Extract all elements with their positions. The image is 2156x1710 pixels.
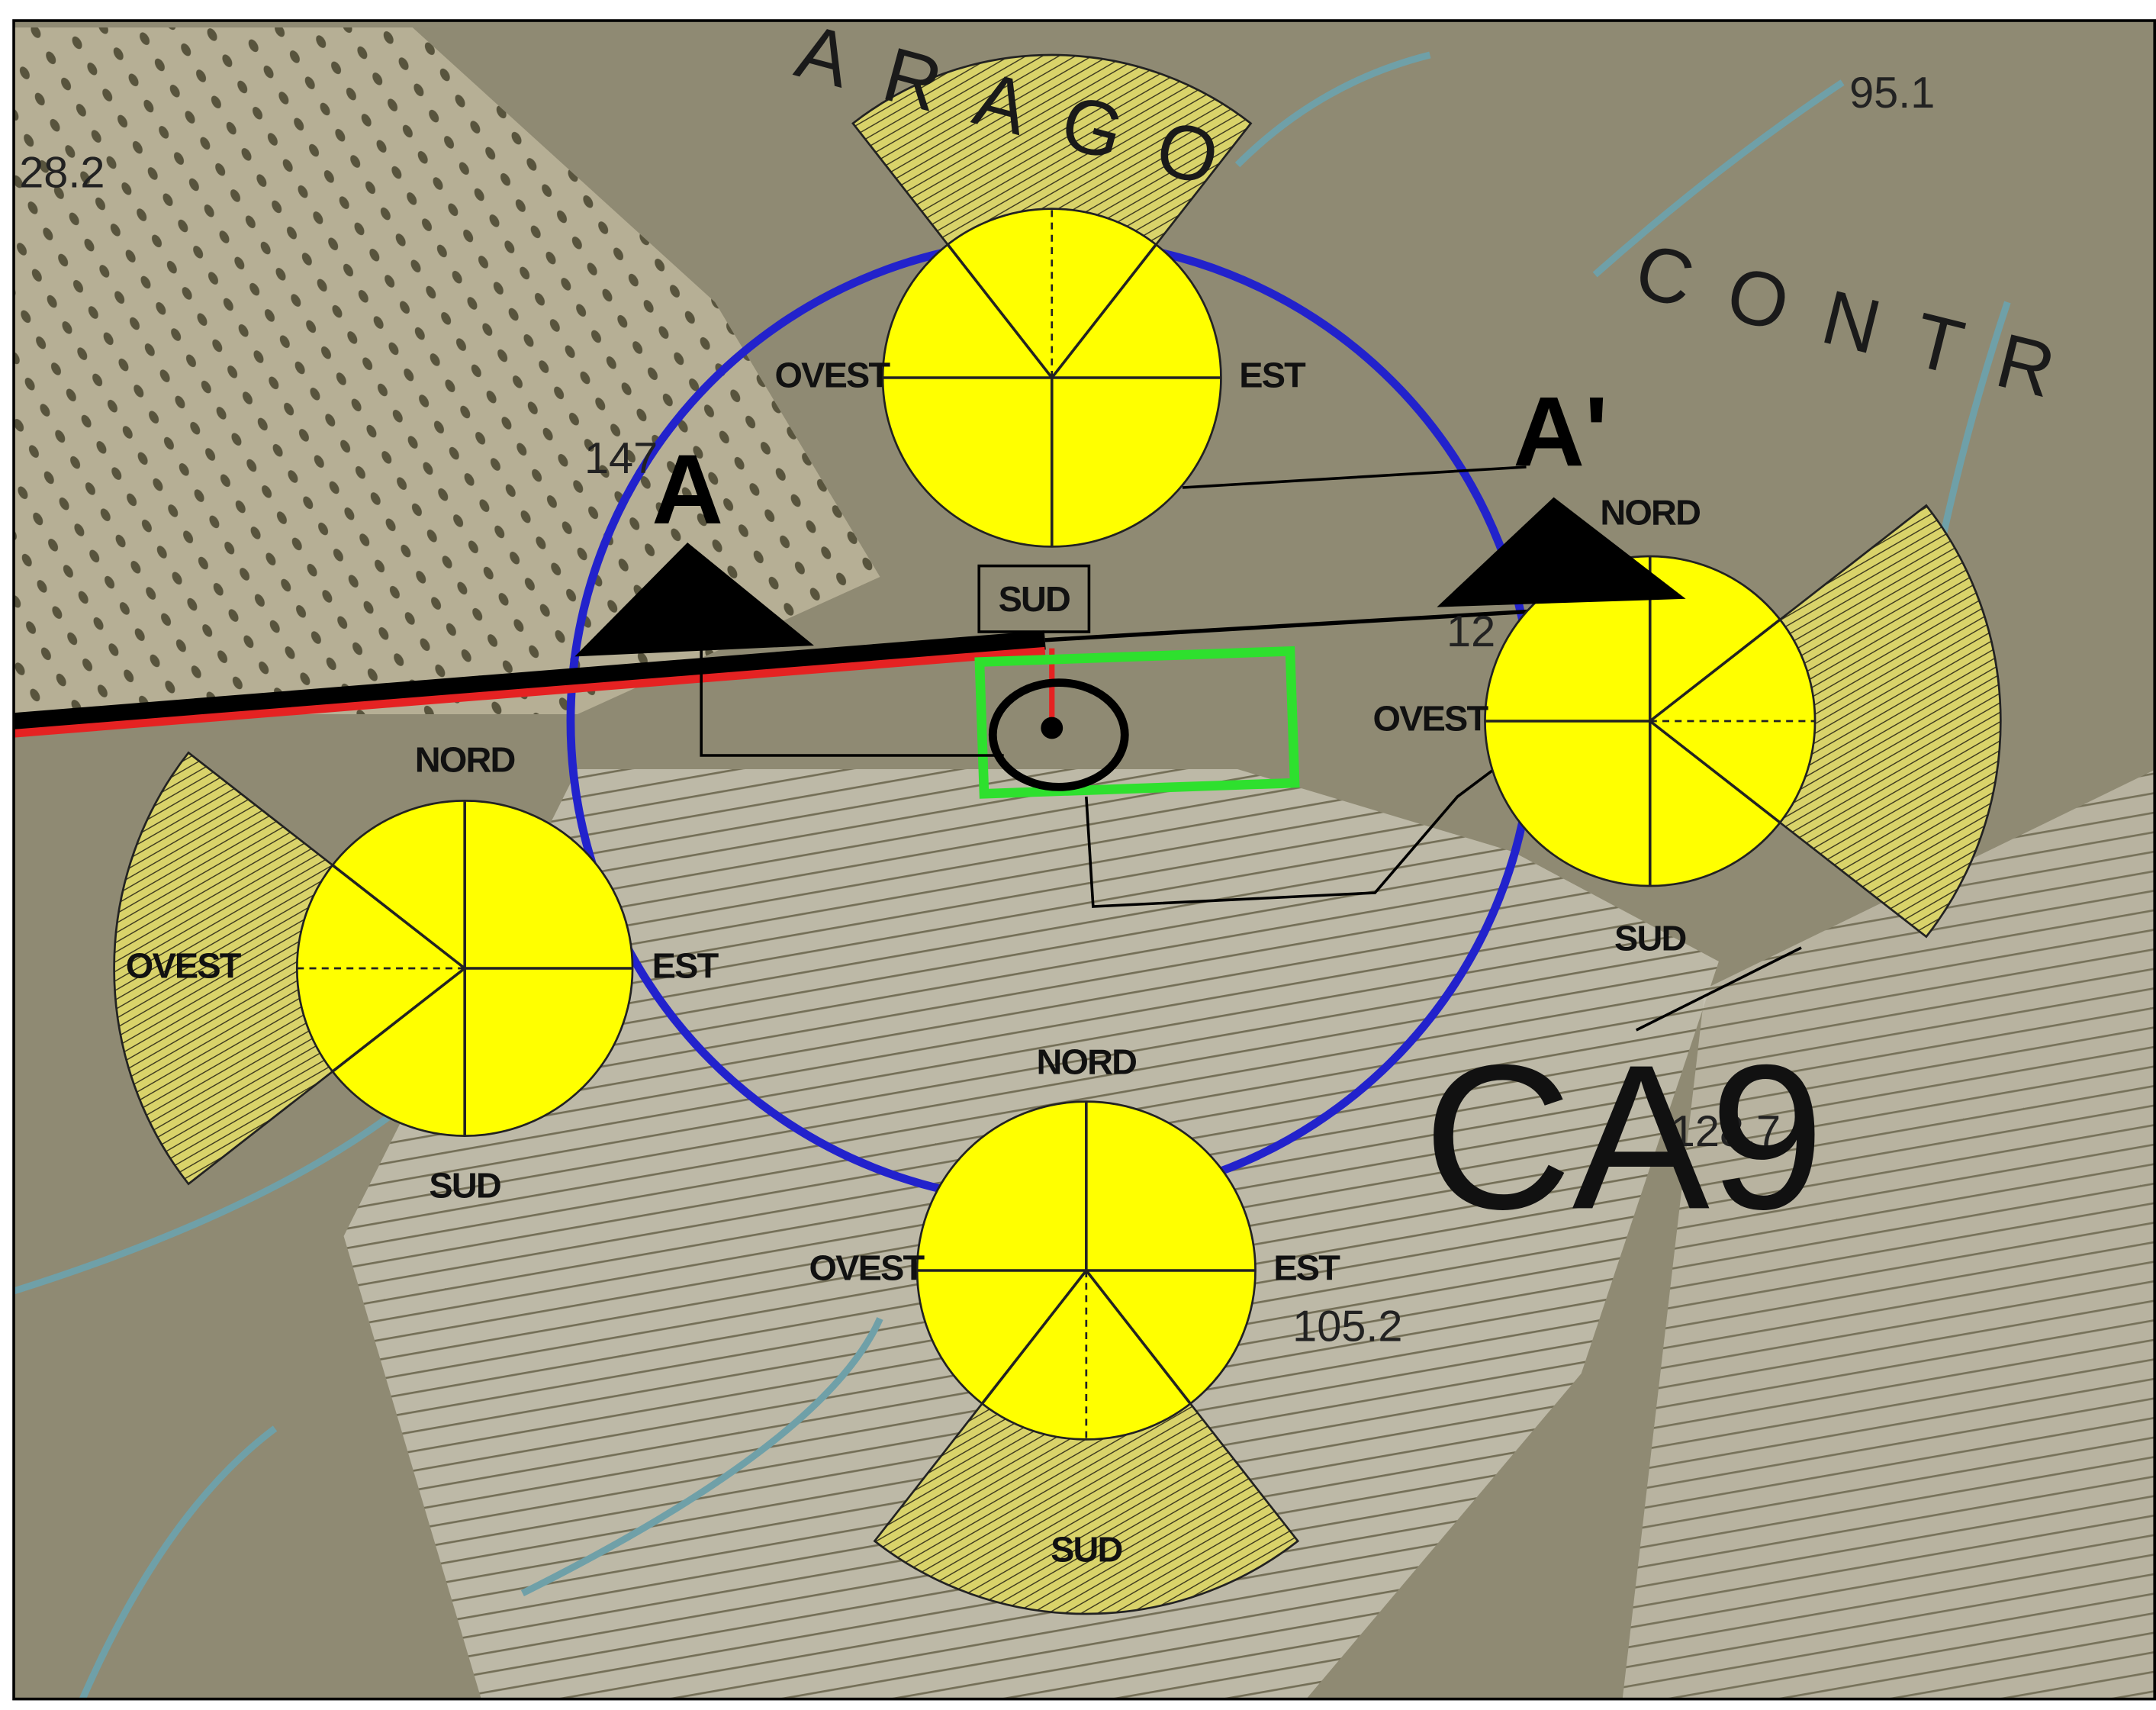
elevation: 28.2: [19, 149, 105, 198]
zone-label: CA9: [1423, 1022, 1824, 1252]
section-end: A': [1513, 377, 1608, 487]
site-center: [1041, 717, 1063, 739]
direction-label: EST: [1273, 1248, 1340, 1287]
direction-label: EST: [652, 945, 719, 985]
elevation: 105.2: [1292, 1303, 1402, 1351]
elevation: 95.1: [1849, 69, 1935, 118]
direction-label: NORD: [415, 739, 515, 779]
reference-label: SUD: [999, 579, 1070, 619]
direction-label: SUD: [1051, 1529, 1121, 1569]
direction-label: OVEST: [1372, 698, 1488, 738]
direction-label: NORD: [1600, 492, 1700, 532]
section-start: A: [652, 435, 723, 545]
direction-label: OVEST: [774, 355, 890, 394]
map: SUD OVEST EST NORD OVEST SUD NORD OVEST EST SUD N…: [0, 0, 2156, 1710]
direction-label: SUD: [429, 1165, 500, 1205]
direction-label: OVEST: [126, 945, 242, 985]
elevation: 147: [584, 434, 658, 483]
elevation: 12: [1446, 607, 1495, 656]
direction-label: OVEST: [809, 1248, 925, 1287]
direction-label: SUD: [1614, 918, 1685, 958]
direction-label: EST: [1239, 355, 1306, 394]
direction-label: NORD: [1036, 1042, 1136, 1081]
